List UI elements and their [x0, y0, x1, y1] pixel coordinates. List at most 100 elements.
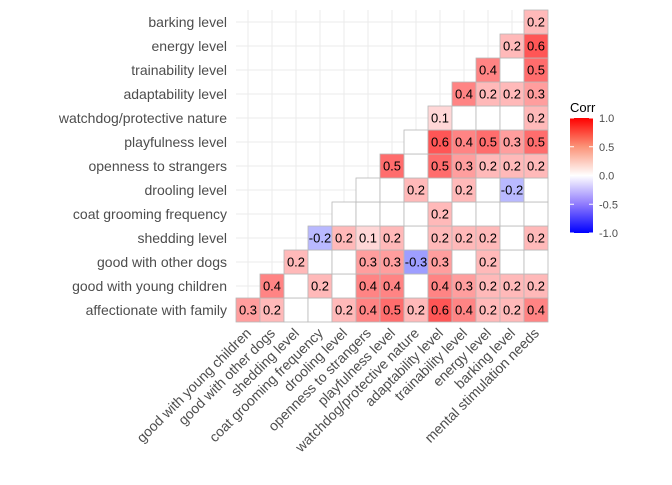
legend-tick-label: -1.0	[599, 228, 618, 240]
heatmap-cell	[500, 202, 524, 226]
cell-value-label: 0.3	[455, 279, 473, 294]
cell-value-label: 0.2	[479, 279, 497, 294]
legend-tick-label: 0.0	[599, 171, 614, 183]
heatmap-cell	[452, 106, 476, 130]
y-tick-label: drooling level	[145, 182, 228, 198]
y-tick-label: playfulness level	[124, 134, 227, 150]
y-tick-label: openness to strangers	[88, 158, 227, 174]
heatmap-cell	[476, 178, 500, 202]
heatmap-cell	[332, 202, 356, 226]
y-tick-label: good with other dogs	[97, 254, 227, 270]
heatmap-cell	[404, 130, 428, 154]
cell-value-label: 0.3	[455, 159, 473, 174]
heatmap-cell	[284, 274, 308, 298]
cell-value-label: 0.5	[479, 135, 497, 150]
cell-value-label: 0.2	[503, 159, 521, 174]
y-tick-label: energy level	[152, 38, 228, 54]
cell-value-label: 0.2	[527, 279, 545, 294]
cell-value-label: 0.5	[383, 159, 401, 174]
heatmap-cell	[308, 298, 332, 322]
cell-value-label: 0.6	[431, 303, 449, 318]
heatmap-cell	[356, 202, 380, 226]
cell-value-label: 0.2	[407, 183, 425, 198]
cell-value-label: 0.2	[527, 159, 545, 174]
heatmap-cell	[380, 202, 404, 226]
cell-value-label: 0.2	[527, 231, 545, 246]
cell-value-label: 0.2	[479, 303, 497, 318]
cell-value-label: 0.2	[503, 39, 521, 54]
cell-value-label: 0.4	[383, 279, 401, 294]
y-tick-label: shedding level	[137, 230, 227, 246]
y-tick-label: good with young children	[72, 278, 227, 294]
cell-value-label: -0.2	[501, 183, 523, 198]
cell-value-label: 0.4	[263, 279, 281, 294]
color-legend: Corr 1.0 0.5 0.0 -0.5 -1.0	[570, 100, 618, 240]
cell-value-label: 0.2	[527, 15, 545, 30]
heatmap-cell	[476, 106, 500, 130]
cell-value-label: 0.5	[527, 135, 545, 150]
heatmap-cell	[428, 178, 452, 202]
x-axis-labels: good with young childrengood with other …	[133, 325, 542, 456]
legend-tick-label: 0.5	[599, 142, 614, 154]
cell-value-label: 0.3	[239, 303, 257, 318]
heatmap-cell	[404, 154, 428, 178]
cell-value-label: 0.4	[455, 135, 473, 150]
cell-value-label: 0.2	[263, 303, 281, 318]
heatmap-cell	[332, 250, 356, 274]
y-tick-label: affectionate with family	[86, 302, 227, 318]
cell-value-label: -0.3	[405, 255, 427, 270]
heatmap-cell	[404, 274, 428, 298]
cell-value-label: 0.3	[383, 255, 401, 270]
cell-value-label: 0.2	[455, 231, 473, 246]
cell-value-label: 0.2	[503, 279, 521, 294]
heatmap-cell	[452, 202, 476, 226]
cell-value-label: 0.2	[479, 255, 497, 270]
heatmap-cell	[452, 250, 476, 274]
cell-value-label: 0.4	[359, 303, 377, 318]
cell-value-label: 0.3	[359, 255, 377, 270]
cell-value-label: 0.2	[335, 303, 353, 318]
heatmap-cell	[500, 226, 524, 250]
cell-value-label: 0.4	[479, 63, 497, 78]
heatmap-cell	[524, 250, 548, 274]
cell-value-label: 0.2	[383, 231, 401, 246]
heatmap-cell	[404, 226, 428, 250]
heatmap-cell	[524, 202, 548, 226]
y-tick-label: trainability level	[131, 62, 227, 78]
y-axis-labels: affectionate with family good with young …	[58, 14, 227, 318]
cell-value-label: 0.2	[287, 255, 305, 270]
cell-value-label: 0.2	[479, 87, 497, 102]
heatmap-cell	[284, 298, 308, 322]
cell-value-label: -0.2	[309, 231, 331, 246]
y-tick-label: adaptability level	[123, 86, 227, 102]
y-tick-label: watchdog/protective nature	[58, 110, 227, 126]
cell-value-label: 0.2	[431, 207, 449, 222]
cell-value-label: 0.2	[455, 183, 473, 198]
heatmap-cell	[500, 58, 524, 82]
cell-value-label: 0.3	[431, 255, 449, 270]
heatmap-cell	[404, 202, 428, 226]
cell-value-label: 0.4	[359, 279, 377, 294]
cell-value-label: 0.4	[455, 87, 473, 102]
cell-value-label: 0.5	[383, 303, 401, 318]
heatmap-cell	[524, 178, 548, 202]
cell-value-label: 0.2	[479, 159, 497, 174]
cell-value-label: 0.2	[503, 87, 521, 102]
heatmap-cell	[500, 250, 524, 274]
heatmap-cell	[308, 250, 332, 274]
cell-value-label: 0.2	[431, 231, 449, 246]
cell-value-label: 0.3	[527, 87, 545, 102]
cell-value-label: 0.1	[431, 111, 449, 126]
heatmap-cell	[500, 106, 524, 130]
heatmap-cell	[380, 178, 404, 202]
cell-value-label: 0.4	[431, 279, 449, 294]
heatmap-cell	[332, 274, 356, 298]
y-tick-label: coat grooming frequency	[73, 206, 227, 222]
cell-value-label: 0.5	[527, 63, 545, 78]
cell-value-label: 0.2	[407, 303, 425, 318]
cell-value-label: 0.2	[527, 111, 545, 126]
cell-value-label: 0.2	[479, 231, 497, 246]
cell-value-label: 0.4	[455, 303, 473, 318]
